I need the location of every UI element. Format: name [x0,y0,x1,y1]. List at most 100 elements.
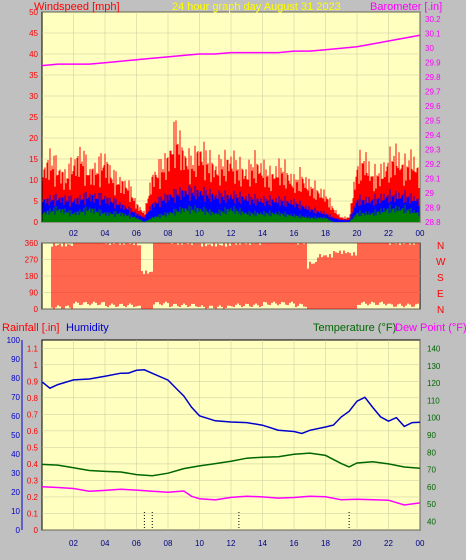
direction-tick-label: 270 [25,256,39,265]
barometer-tick-label: 29.4 [425,131,441,140]
wind-y-tick-label: 15 [29,155,38,164]
barometer-tick-label: 29.9 [425,59,441,68]
rain-tick-label: 0 [34,526,39,535]
humidity-tick-label: 60 [11,412,20,421]
humidity-line [41,369,421,435]
wind-axis-title: Windspeed [mph] [34,1,120,13]
wind-x-tick-label: 02 [69,229,78,238]
humidity-tick-label: 20 [11,488,20,497]
wind-y-tick-label: 50 [29,8,38,17]
temperature-tick-label: 90 [427,431,436,440]
wind-y-tick-label: 20 [29,134,38,143]
compass-label: S [437,273,444,284]
compass-label: W [436,257,446,268]
wind-x-tick-label: 04 [101,229,110,238]
wind-y-tick-label: 45 [29,29,38,38]
wind-y-tick-label: 40 [29,50,38,59]
dewpoint-line [41,486,421,506]
temperature-tick-label: 100 [427,414,441,423]
temp-x-tick-label: 14 [258,539,267,548]
humidity-tick-label: 70 [11,393,20,402]
rain-tick-label: 1.1 [27,344,39,353]
temp-x-tick-label: 10 [195,539,204,548]
temp-x-tick-label: 02 [69,539,78,548]
wind-y-tick-label: 10 [29,176,38,185]
temp-x-tick-label: 18 [321,539,330,548]
compass-label: E [437,289,444,300]
barometer-line [41,34,421,67]
barometer-tick-label: 30.2 [425,15,441,24]
temperature-tick-label: 40 [427,517,436,526]
barometer-tick-label: 30 [425,44,434,53]
compass-label: N [437,241,444,252]
barometer-tick-label: 29.2 [425,160,441,169]
rain-tick-label: 0.7 [27,410,39,419]
barometer-tick-label: 28.8 [425,218,441,227]
temperature-tick-label: 70 [427,466,436,475]
temperature-tick-label: 80 [427,448,436,457]
barometer-tick-label: 29.5 [425,117,441,126]
temperature-axis-title: Temperature (°F) [313,322,396,334]
humidity-tick-label: 0 [16,526,21,535]
temp-x-tick-label: 20 [353,539,362,548]
wind-y-tick-label: 35 [29,71,38,80]
rain-tick-label: 0.1 [27,509,39,518]
temperature-tick-label: 60 [427,483,436,492]
temperature-tick-label: 140 [427,345,441,354]
humidity-tick-label: 30 [11,469,20,478]
humidity-tick-label: 100 [7,336,21,345]
rain-tick-label: 0.2 [27,493,39,502]
rain-tick-label: 0.5 [27,443,39,452]
temp-x-tick-label: 06 [132,539,141,548]
rain-axis-title: Rainfall [.in] [2,322,59,334]
wind-x-tick-label: 16 [290,229,299,238]
temp-x-tick-label: 12 [227,539,236,548]
wind-x-tick-label: 00 [416,229,425,238]
rain-tick-label: 0.6 [27,427,39,436]
direction-tick-label: 90 [29,289,38,298]
wind-x-tick-label: 08 [164,229,173,238]
direction-tick-label: 0 [34,305,39,314]
direction-tick-label: 360 [25,239,39,248]
wind-y-tick-label: 0 [34,218,39,227]
wind-x-tick-label: 22 [384,229,393,238]
wind-y-tick-label: 30 [29,92,38,101]
temperature-line [41,452,421,477]
humidity-tick-label: 50 [11,431,20,440]
barometer-tick-label: 29.3 [425,146,441,155]
direction-tick-label: 180 [25,272,39,281]
temp-x-tick-label: 08 [164,539,173,548]
barometer-tick-label: 29.6 [425,102,441,111]
rain-tick-label: 0.3 [27,476,39,485]
barometer-tick-label: 28.9 [425,204,441,213]
temp-x-tick-label: 22 [384,539,393,548]
wind-y-tick-label: 25 [29,113,38,122]
temp-x-tick-label: 00 [416,539,425,548]
dewpoint-axis-title: Dew Point (°F) [395,322,466,334]
wind-x-tick-label: 10 [195,229,204,238]
barometer-axis-title: Barometer [.in] [370,1,442,13]
barometer-tick-label: 29.7 [425,88,441,97]
humidity-axis-title: Humidity [66,322,109,334]
rain-tick-label: 0.9 [27,377,39,386]
temperature-tick-label: 130 [427,362,441,371]
temperature-tick-label: 50 [427,500,436,509]
temp-x-tick-label: 04 [101,539,110,548]
temperature-tick-label: 110 [427,396,440,405]
graph-title: 24 hour graph day August 31 2023 [172,1,341,13]
rain-tick-label: 1 [34,361,39,370]
barometer-tick-label: 30.1 [425,30,441,39]
humidity-tick-label: 40 [11,450,20,459]
rain-tick-label: 0.8 [27,394,39,403]
compass-label: N [437,305,444,316]
barometer-tick-label: 29 [425,189,434,198]
wind-y-tick-label: 5 [34,197,39,206]
wind-x-tick-label: 18 [321,229,330,238]
wind-x-tick-label: 06 [132,229,141,238]
temperature-tick-label: 120 [427,379,441,388]
wind-x-tick-label: 20 [353,229,362,238]
temp-x-tick-label: 16 [290,539,299,548]
barometer-tick-label: 29.1 [425,175,441,184]
